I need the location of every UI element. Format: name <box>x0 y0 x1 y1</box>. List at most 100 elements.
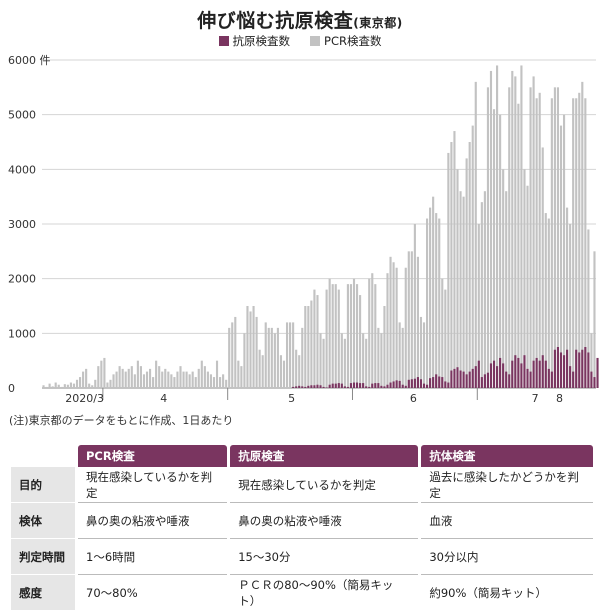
antigen-bar <box>352 382 356 388</box>
table-header-antigen: 抗原検査 <box>230 445 419 467</box>
table-cell: 鼻の奥の粘液や唾液 <box>78 502 228 538</box>
pcr-bar <box>82 371 85 388</box>
antigen-bar <box>368 386 371 388</box>
pcr-bar <box>419 316 423 388</box>
antigen-bar <box>398 380 401 388</box>
pcr-bar <box>380 333 383 388</box>
antigen-bar <box>340 383 343 388</box>
pcr-bar <box>97 366 100 388</box>
antigen-bar <box>538 360 541 388</box>
pcr-bar <box>410 251 413 388</box>
pcr-bar <box>170 374 173 388</box>
pcr-bar <box>240 366 243 388</box>
antigen-bar <box>392 381 395 388</box>
antigen-bar <box>559 352 563 388</box>
antigen-bar <box>535 357 538 388</box>
antigen-bar <box>499 357 502 388</box>
antigen-bar <box>432 377 435 388</box>
antigen-bar <box>319 385 322 388</box>
pcr-bar <box>486 87 490 389</box>
pcr-bar <box>200 360 203 388</box>
pcr-bar <box>566 207 569 388</box>
pcr-bar <box>231 322 234 388</box>
pcr-bar <box>252 306 255 388</box>
pcr-bar <box>413 224 416 388</box>
pcr-bar <box>404 267 407 388</box>
pcr-bar <box>148 368 152 388</box>
pcr-bar <box>267 327 270 388</box>
table-cell: ＰＣＲの80～90%（簡易キット） <box>230 574 419 610</box>
pcr-bar <box>541 147 544 388</box>
pcr-bar <box>197 368 200 388</box>
pcr-bar <box>362 333 365 388</box>
pcr-bar <box>282 360 286 388</box>
antigen-bar <box>569 366 572 388</box>
pcr-bar <box>103 357 106 388</box>
pcr-bar <box>191 371 194 388</box>
antigen-bar <box>362 383 365 388</box>
antigen-bar <box>474 366 477 388</box>
pcr-bar <box>435 213 438 388</box>
pcr-bar <box>48 383 51 388</box>
pcr-bar <box>572 98 575 388</box>
pcr-bar <box>276 327 279 388</box>
pcr-bar <box>359 295 362 388</box>
pcr-bar <box>316 295 319 388</box>
antigen-bar <box>459 370 462 388</box>
y-tick-label: 1000 <box>8 327 36 340</box>
pcr-bar <box>438 218 441 388</box>
pcr-bar <box>569 224 572 388</box>
pcr-bar <box>340 333 343 388</box>
pcr-bar <box>556 87 560 389</box>
antigen-bar <box>462 371 465 388</box>
pcr-bar <box>483 191 486 388</box>
pcr-bar <box>508 87 511 389</box>
pcr-bar <box>109 379 112 388</box>
y-tick-label: 0 <box>8 382 15 395</box>
x-tick-label: 6 <box>410 392 417 405</box>
pcr-bar <box>365 338 368 388</box>
pcr-bar <box>590 333 593 388</box>
antigen-bar <box>425 384 429 388</box>
table-header-row: PCR検査 抗原検査 抗体検査 <box>11 445 593 467</box>
pcr-bar <box>559 125 563 388</box>
antigen-bar <box>480 377 483 388</box>
pcr-bar <box>289 322 292 388</box>
pcr-bar <box>295 349 298 388</box>
pcr-bar <box>547 218 550 388</box>
pcr-bar <box>322 338 325 388</box>
pcr-bar <box>462 196 465 388</box>
pcr-bar <box>575 98 578 388</box>
pcr-bar <box>432 196 435 388</box>
antigen-bar <box>526 368 529 388</box>
antigen-bar <box>517 357 520 388</box>
antigen-bar <box>541 355 544 388</box>
antigen-bar <box>468 371 471 388</box>
antigen-bar <box>547 368 550 388</box>
antigen-bar <box>416 377 419 388</box>
antigen-bar <box>477 360 480 388</box>
pcr-bar <box>42 385 45 388</box>
antigen-bar <box>410 379 413 388</box>
antigen-bar <box>401 384 404 388</box>
pcr-bar <box>57 384 60 388</box>
chart-title: 伸び悩む抗原検査(東京都) <box>0 6 600 33</box>
antigen-bar <box>453 368 456 388</box>
pcr-bar <box>474 81 477 388</box>
pcr-bar <box>158 366 161 388</box>
pcr-bar <box>562 114 566 389</box>
pcr-bar <box>270 327 273 388</box>
antigen-bar <box>566 349 569 388</box>
table-header-blank <box>11 445 75 467</box>
title-suffix: (東京都) <box>353 16 403 30</box>
pcr-bar <box>255 316 258 388</box>
pcr-bar <box>526 185 529 388</box>
legend-label-pcr: PCR検査数 <box>324 34 382 48</box>
pcr-bar <box>383 306 386 388</box>
pcr-bar <box>145 371 149 388</box>
pcr-bar <box>331 284 334 388</box>
pcr-bar <box>243 333 246 388</box>
pcr-bar <box>60 386 63 388</box>
y-tick-label: 6000 件 <box>8 54 51 67</box>
antigen-bar <box>523 355 526 388</box>
